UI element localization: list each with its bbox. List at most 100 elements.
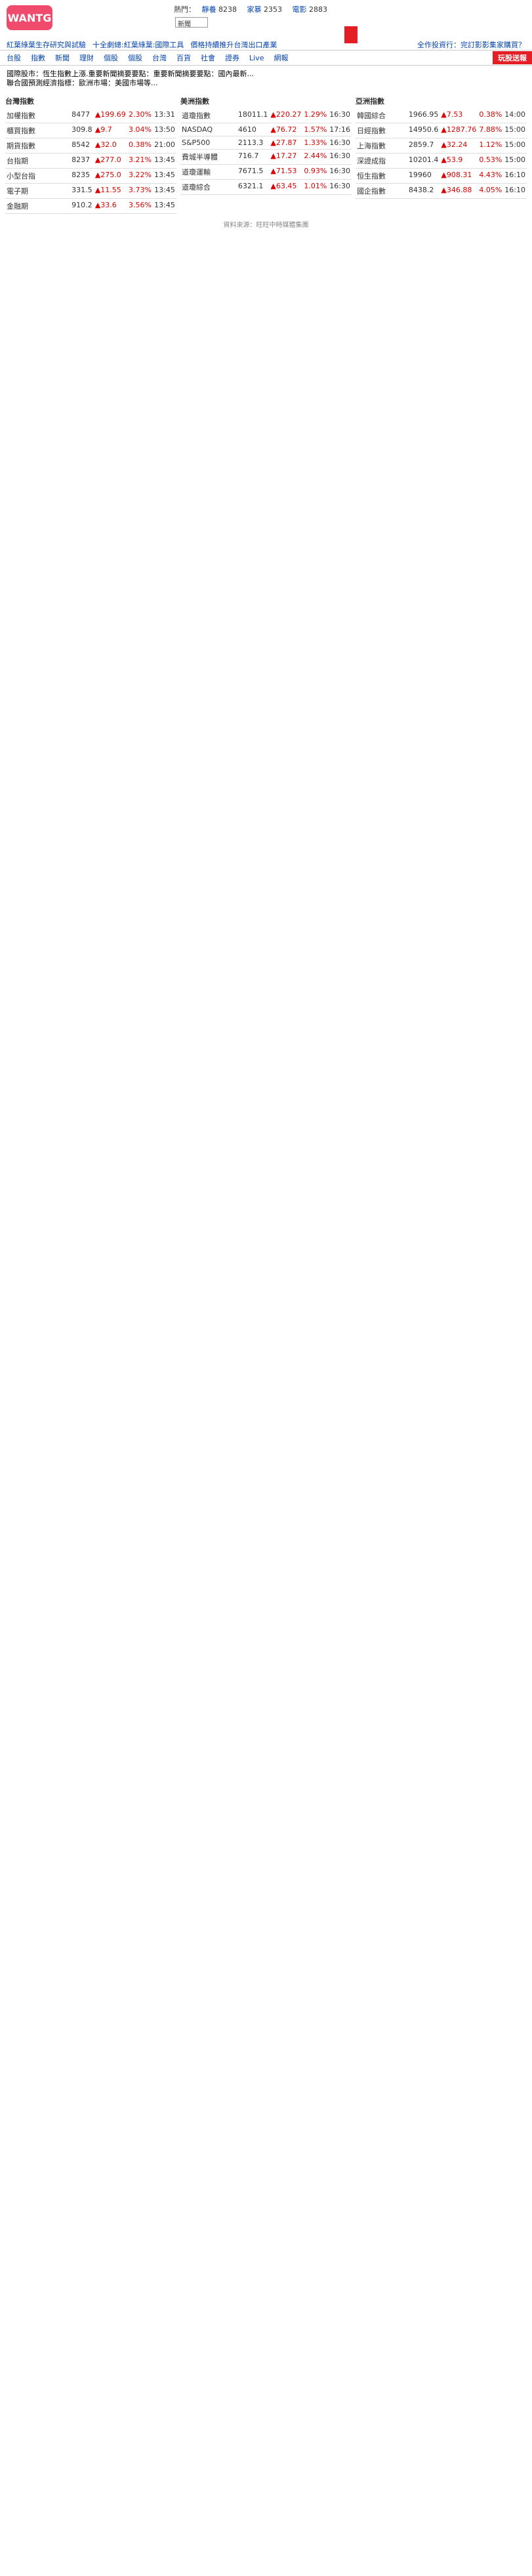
market-name[interactable]: 金融期 [5, 198, 71, 214]
market-change: ▲346.88 [440, 183, 478, 199]
category-select[interactable]: 新聞 [175, 17, 208, 28]
market-price: 910.2 [70, 198, 94, 214]
nav-item[interactable]: 台灣 [152, 54, 167, 62]
nav-item[interactable]: 理財 [79, 54, 94, 62]
market-time: 13:45 [153, 153, 176, 169]
market-name[interactable]: 日經指數 [356, 123, 407, 138]
nav-item[interactable]: 新聞 [55, 54, 70, 62]
market-name[interactable]: 恒生指數 [356, 168, 407, 184]
market-change: ▲27.87 [269, 136, 303, 150]
us-panel: 美洲指數 道瓊指數 18011.1 ▲220.27 1.29% 16:30 NASDAQ 4… [180, 92, 352, 214]
table-row[interactable]: 小型台指 8235 ▲275.0 3.22% 13:45 [5, 168, 176, 184]
market-name[interactable]: 電子期 [5, 183, 71, 199]
market-name[interactable]: 韓國綜合 [356, 108, 407, 123]
table-row[interactable]: 金融期 910.2 ▲33.6 3.56% 13:45 [5, 198, 176, 214]
market-name[interactable]: 期貨指數 [5, 138, 71, 154]
market-price: 1966.95 [407, 108, 440, 123]
table-row[interactable]: 期貨指數 8542 ▲32.0 0.38% 21:00 [5, 138, 176, 154]
table-row[interactable]: 道瓊運輸 7671.5 ▲71.53 0.93% 16:30 [180, 164, 352, 180]
nav-item[interactable]: 證券 [225, 54, 239, 62]
market-change: ▲33.6 [93, 198, 127, 214]
nav-item[interactable]: 個股 [104, 54, 118, 62]
table-row[interactable]: NASDAQ 4610 ▲76.72 1.57% 17:16 [180, 123, 352, 136]
market-name[interactable]: 道瓊運輸 [180, 164, 237, 180]
market-price: 716.7 [236, 149, 270, 165]
nav-item[interactable]: 網報 [274, 54, 289, 62]
table-row[interactable]: 電子期 331.5 ▲11.55 3.73% 13:45 [5, 183, 176, 199]
table-row[interactable]: 加權指數 8477 ▲199.69 2.30% 13:31 [5, 108, 176, 123]
market-price: 8237 [70, 153, 94, 169]
market-name[interactable]: 深證成指 [356, 153, 407, 169]
nav-item[interactable]: 台股 [7, 54, 21, 62]
market-time: 16:30 [328, 164, 352, 180]
market-time: 15:00 [503, 153, 527, 169]
market-percent: 4.43% [478, 168, 504, 184]
market-name[interactable]: S&P500 [180, 136, 237, 150]
market-change: ▲32.24 [440, 138, 478, 154]
nav-item[interactable]: 百貨 [176, 54, 191, 62]
market-price: 8235 [70, 168, 94, 184]
panel-title: 美洲指數 [180, 97, 209, 106]
top-link-right[interactable]: 全作投資行：完訂影影集家購買？ [417, 41, 525, 49]
hot-link[interactable]: 家暴 2353 [247, 5, 283, 14]
table-row[interactable]: 道瓊指數 18011.1 ▲220.27 1.29% 16:30 [180, 108, 352, 123]
top-link[interactable]: 價格持續推升台灣出口產業 [190, 41, 277, 49]
market-name[interactable]: 費城半導體 [180, 149, 237, 165]
market-change: ▲275.0 [93, 168, 127, 184]
site-logo[interactable]: WANTG [7, 5, 52, 30]
market-time: 13:45 [153, 168, 176, 184]
table-row[interactable]: 國企指數 8438.2 ▲346.88 4.05% 16:10 [356, 183, 527, 199]
market-percent: 2.44% [302, 149, 329, 165]
hot-link[interactable]: 電影 2883 [292, 5, 328, 14]
table-row[interactable]: S&P500 2113.3 ▲27.87 1.33% 16:30 [180, 136, 352, 150]
red-badge [344, 26, 358, 43]
table-row[interactable]: 恒生指數 19960 ▲908.31 4.43% 16:10 [356, 168, 527, 184]
table-row[interactable]: 道瓊綜合 6321.1 ▲63.45 1.01% 16:30 [180, 179, 352, 195]
market-change: ▲63.45 [269, 179, 303, 195]
table-row[interactable]: 深證成指 10201.4 ▲53.9 0.53% 15:00 [356, 153, 527, 169]
market-name[interactable]: 加權指數 [5, 108, 71, 123]
market-time: 16:30 [328, 149, 352, 165]
taiwan-table: 加權指數 8477 ▲199.69 2.30% 13:31 櫃買指數 309.8 ▲9.7 3.… [5, 108, 176, 214]
market-price: 19960 [407, 168, 440, 184]
market-price: 10201.4 [407, 153, 440, 169]
market-price: 2113.3 [236, 136, 270, 150]
nav-item[interactable]: 社會 [201, 54, 215, 62]
top-link[interactable]: 紅葉綠葉生存研究與試驗 [7, 41, 86, 49]
market-change: ▲9.7 [93, 123, 127, 138]
market-name[interactable]: 上海指數 [356, 138, 407, 154]
nav-item[interactable]: Live [249, 53, 264, 62]
table-row[interactable]: 韓國綜合 1966.95 ▲7.53 0.38% 14:00 [356, 108, 527, 123]
market-name[interactable]: 小型台指 [5, 168, 71, 184]
asia-table: 韓國綜合 1966.95 ▲7.53 0.38% 14:00 日經指數 14950.6 ▲12… [356, 108, 527, 199]
market-time: 13:45 [153, 198, 176, 214]
market-percent: 7.88% [478, 123, 504, 138]
market-time: 17:16 [328, 123, 352, 136]
market-percent: 1.12% [478, 138, 504, 154]
top-link[interactable]: 十全劇總:紅葉綠葉:國際工具 [92, 41, 184, 49]
market-time: 16:10 [503, 183, 527, 199]
market-name[interactable]: 道瓊指數 [180, 108, 237, 123]
nav-item[interactable]: 指數 [31, 54, 45, 62]
market-price: 2859.7 [407, 138, 440, 154]
nav-item[interactable]: 個股 [128, 54, 142, 62]
market-name[interactable]: 道瓊綜合 [180, 179, 237, 195]
table-row[interactable]: 櫃買指數 309.8 ▲9.7 3.04% 13:50 [5, 123, 176, 138]
market-change: ▲17.27 [269, 149, 303, 165]
table-row[interactable]: 費城半導體 716.7 ▲17.27 2.44% 16:30 [180, 149, 352, 165]
main-nav: 台股 指數 新聞 理財 個股 個股 台灣 百貨 社會 證券 Live 網報 玩股… [0, 50, 532, 66]
panel-title: 亞洲指數 [356, 97, 384, 106]
market-name[interactable]: 櫃買指數 [5, 123, 71, 138]
market-name[interactable]: NASDAQ [180, 123, 237, 136]
hot-link[interactable]: 靜養 8238 [201, 5, 237, 14]
market-time: 13:31 [153, 108, 176, 123]
market-name[interactable]: 國企指數 [356, 183, 407, 199]
market-change: ▲32.0 [93, 138, 127, 154]
ad-banner[interactable]: 玩股送報 [493, 51, 532, 64]
market-change: ▲7.53 [440, 108, 478, 123]
table-row[interactable]: 日經指數 14950.6 ▲1287.76 7.88% 15:00 [356, 123, 527, 138]
table-row[interactable]: 上海指數 2859.7 ▲32.24 1.12% 15:00 [356, 138, 527, 154]
market-tables: 台灣指數 加權指數 8477 ▲199.69 2.30% 13:31 櫃買指數 309.8 ▲… [0, 92, 532, 214]
market-name[interactable]: 台指期 [5, 153, 71, 169]
table-row[interactable]: 台指期 8237 ▲277.0 3.21% 13:45 [5, 153, 176, 169]
